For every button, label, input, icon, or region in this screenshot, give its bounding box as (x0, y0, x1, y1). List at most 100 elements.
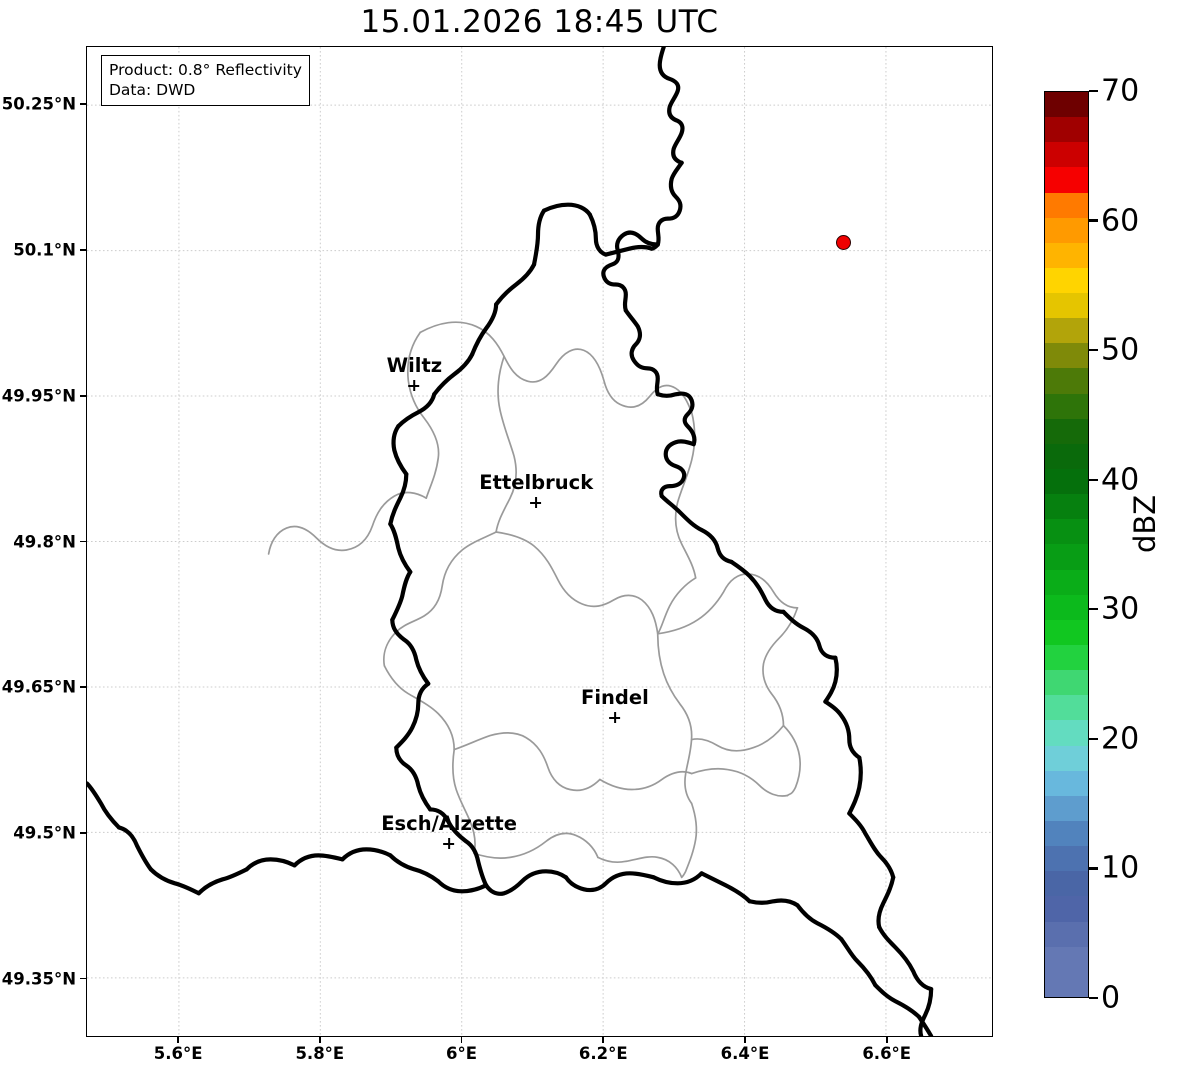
page-title: 15.01.2026 18:45 UTC (360, 4, 719, 40)
y-tick-label: 49.5°N (13, 823, 76, 843)
x-tick-mark (602, 1037, 605, 1043)
colorbar-band (1045, 544, 1088, 570)
colorbar-band (1045, 946, 1088, 972)
colorbar-band (1045, 142, 1088, 168)
x-tick-label: 5.8°E (295, 1044, 345, 1063)
colorbar-band (1045, 695, 1088, 721)
colorbar-band (1045, 594, 1088, 620)
colorbar-band (1045, 343, 1088, 369)
colorbar-band (1045, 619, 1088, 646)
map-panel[interactable]: Product: 0.8° Reflectivity Data: DWD Wil… (86, 46, 993, 1037)
colorbar-tick-mark (1089, 737, 1098, 740)
colorbar-band (1045, 293, 1088, 319)
x-tick-label: 6°E (446, 1044, 478, 1063)
x-tick-mark (177, 1037, 179, 1043)
city-label-wiltz: Wiltz (386, 354, 443, 393)
city-name: Ettelbruck (479, 470, 594, 494)
map-geometry (87, 47, 992, 1036)
colorbar-band (1045, 368, 1088, 394)
city-name: Wiltz (386, 354, 443, 378)
city-marker-cross-icon (407, 379, 421, 393)
y-tick-label: 50.1°N (13, 240, 76, 260)
colorbar-band (1045, 469, 1088, 495)
colorbar-tick-mark (1089, 867, 1098, 870)
y-tick-mark (80, 103, 86, 106)
x-tick-mark (460, 1037, 463, 1043)
colorbar-band (1045, 670, 1088, 696)
administrative-borders (267, 321, 802, 879)
x-tick-mark (744, 1037, 746, 1043)
map-gridlines (87, 47, 992, 1036)
colorbar-band (1045, 821, 1088, 847)
colorbar-band (1045, 871, 1088, 897)
colorbar-tick-label: 20 (1101, 721, 1140, 757)
colorbar-band (1045, 242, 1088, 268)
colorbar-band (1045, 569, 1088, 595)
colorbar-tick-label: 40 (1101, 462, 1140, 498)
x-tick-mark (319, 1037, 321, 1043)
colorbar-band (1045, 418, 1088, 444)
product-info-box: Product: 0.8° Reflectivity Data: DWD (101, 55, 310, 106)
colorbar-tick-mark (1089, 349, 1098, 352)
colorbar-band (1045, 217, 1088, 243)
y-tick-mark (80, 540, 86, 543)
y-tick-mark (80, 832, 86, 834)
y-tick-label: 49.95°N (1, 386, 76, 406)
x-tick-mark (885, 1037, 888, 1043)
colorbar-band (1045, 192, 1088, 218)
info-product-line: Product: 0.8° Reflectivity (109, 61, 302, 79)
city-label-ettelbruck: Ettelbruck (479, 470, 594, 510)
colorbar-band (1045, 720, 1088, 746)
y-tick-mark (80, 249, 86, 251)
y-tick-label: 50.25°N (1, 94, 76, 114)
colorbar-tick-mark (1089, 608, 1098, 611)
colorbar-band (1045, 770, 1088, 796)
city-name: Esch/Alzette (381, 811, 517, 835)
colorbar-band (1045, 117, 1088, 143)
info-data-line: Data: DWD (109, 81, 196, 99)
city-label-findel: Findel (581, 685, 649, 725)
y-tick-label: 49.8°N (13, 532, 76, 551)
colorbar-band (1045, 745, 1088, 771)
y-tick-mark (80, 394, 86, 397)
radar-site-marker[interactable] (835, 234, 851, 250)
colorbar-tick-label: 0 (1101, 980, 1121, 1016)
national-border (87, 47, 934, 1036)
city-marker-cross-icon (608, 711, 622, 725)
y-tick-label: 49.35°N (1, 969, 76, 989)
city-name: Findel (581, 685, 649, 709)
colorbar-band (1045, 645, 1088, 671)
city-marker-cross-icon (442, 837, 456, 851)
colorbar-tick-label: 30 (1101, 591, 1140, 627)
colorbar-band (1045, 443, 1088, 470)
x-tick-label: 6.6°E (862, 1044, 912, 1063)
colorbar-band (1045, 494, 1088, 520)
colorbar-tick-label: 60 (1101, 203, 1140, 239)
city-marker-cross-icon (529, 496, 543, 510)
x-tick-label: 5.6°E (153, 1044, 203, 1063)
colorbar-band (1045, 795, 1088, 822)
colorbar-axis-label: dBZ (1128, 494, 1162, 553)
colorbar-band (1045, 519, 1088, 545)
colorbar[interactable] (1044, 91, 1089, 998)
city-label-esch-alzette: Esch/Alzette (381, 811, 517, 851)
colorbar-tick-label: 10 (1101, 850, 1140, 886)
colorbar-band (1045, 971, 1088, 997)
colorbar-band (1045, 318, 1088, 344)
y-tick-mark (80, 686, 86, 689)
colorbar-tick-mark (1089, 478, 1098, 481)
x-tick-label: 6.4°E (720, 1044, 770, 1063)
colorbar-band (1045, 921, 1088, 947)
colorbar-tick-mark (1089, 996, 1098, 1000)
colorbar-band (1045, 846, 1088, 872)
y-tick-label: 49.65°N (1, 677, 76, 697)
colorbar-tick-mark (1089, 219, 1098, 222)
colorbar-band (1045, 393, 1088, 419)
colorbar-tick-label: 70 (1101, 73, 1140, 109)
y-tick-mark (80, 977, 86, 980)
x-tick-label: 6.2°E (578, 1044, 628, 1063)
colorbar-band (1045, 267, 1088, 294)
colorbar-band (1045, 167, 1088, 193)
colorbar-tick-mark (1089, 89, 1098, 93)
